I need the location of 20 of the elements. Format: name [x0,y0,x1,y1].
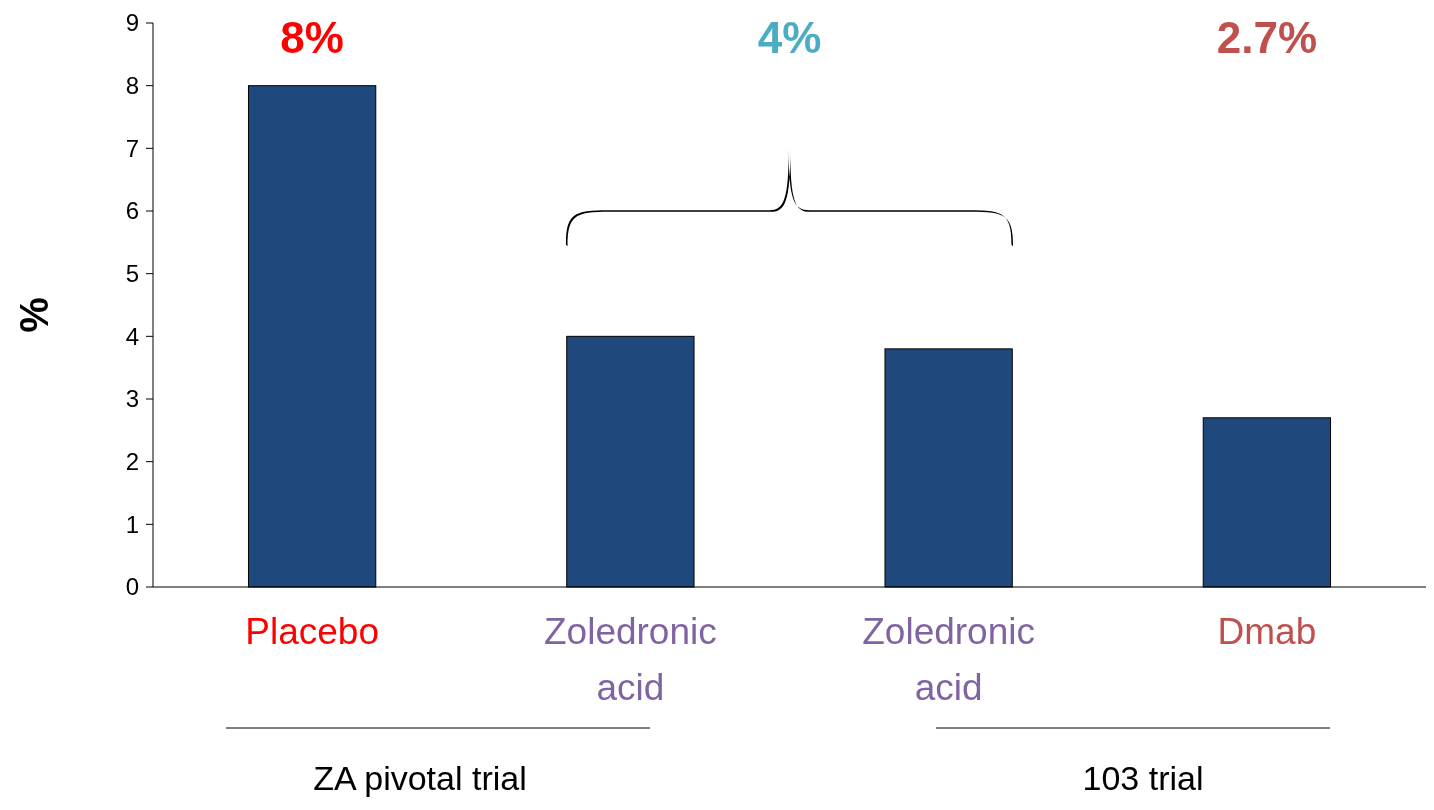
y-tick-label: 1 [125,510,139,538]
y-tick-label: 8 [125,72,139,100]
y-tick-label: 5 [125,260,139,288]
annotation: 2.7% [1216,13,1318,62]
text: 103 trial [1082,759,1204,797]
y-tick-label: 0 [125,573,139,601]
y-tick-label: 7 [125,134,139,162]
annotation: 4% [757,13,822,62]
y-tick-label: 6 [125,197,139,225]
x-tick-label: Zoledronic acid [543,611,717,708]
text: ZA pivotal trial [313,759,527,797]
data-label: 8% [280,13,344,62]
x-tick-label: Zoledronic acid [862,611,1036,708]
y-tick-label: 2 [125,448,139,476]
y-tick-label: 4 [125,322,139,350]
y-axis-title: % [12,297,56,333]
y-tick-label: 9 [125,9,139,37]
x-tick-label: Dmab [1217,611,1317,652]
y-tick-label: 3 [125,385,139,413]
x-tick-label: Placebo [245,611,379,652]
